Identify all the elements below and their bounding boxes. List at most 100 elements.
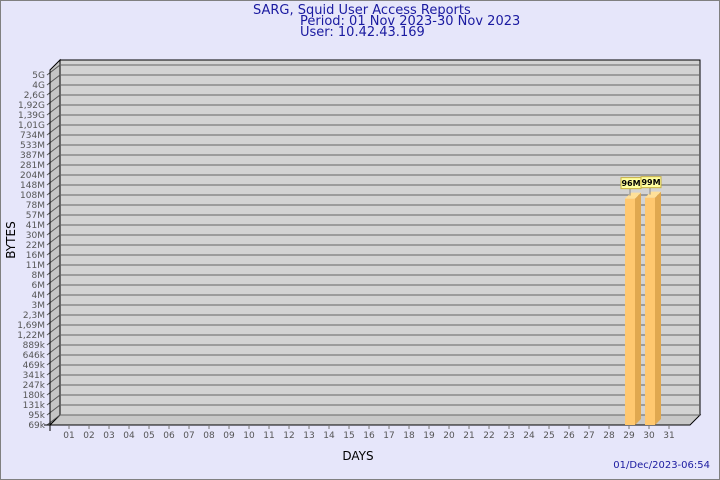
- y-tick-mark: [46, 94, 61, 106]
- y-tick-mark: [46, 364, 61, 376]
- y-tick-label: 204M: [20, 171, 45, 181]
- y-tick-label: 148M: [20, 181, 45, 191]
- bar-front: [645, 197, 655, 425]
- y-tick-label: 8M: [32, 271, 46, 281]
- y-tick-mark: [46, 374, 61, 386]
- y-tick-label: 78M: [26, 201, 45, 211]
- y-tick-mark: [46, 124, 61, 136]
- y-tick-mark: [46, 274, 61, 286]
- y-tick-label: 646k: [23, 351, 46, 361]
- plot-area: [48, 58, 702, 427]
- bar-day-29: 96M: [620, 177, 642, 425]
- x-tick-label: 05: [143, 431, 154, 441]
- x-tick-label: 15: [343, 431, 354, 441]
- y-tick-mark: [46, 104, 61, 116]
- x-tick-label: 12: [283, 431, 294, 441]
- chart-user: User: 10.42.43.169: [300, 25, 425, 40]
- y-axis: 5G4G2,6G1,92G1,39G1,01G734M533M387M281M2…: [17, 64, 690, 431]
- x-tick-label: 28: [603, 431, 615, 441]
- x-tick-label: 14: [323, 431, 335, 441]
- y-tick-mark: [46, 134, 61, 146]
- y-tick-label: 1,39G: [18, 111, 45, 121]
- x-tick-label: 18: [403, 431, 415, 441]
- y-tick-label: 6M: [32, 281, 46, 291]
- y-tick-label: 16M: [26, 251, 45, 261]
- y-tick-label: 180k: [23, 391, 46, 401]
- y-tick-mark: [46, 264, 61, 276]
- x-axis-label: DAYS: [342, 449, 373, 463]
- x-tick-label: 30: [643, 431, 655, 441]
- x-tick-label: 06: [163, 431, 175, 441]
- x-tick-label: 26: [563, 431, 575, 441]
- y-tick-mark: [46, 204, 61, 216]
- y-tick-label: 57M: [26, 211, 45, 221]
- data-label-box: [640, 176, 662, 189]
- y-tick-mark: [46, 194, 61, 206]
- y-tick-mark: [46, 224, 61, 236]
- y-tick-mark: [46, 254, 61, 266]
- y-tick-mark: [46, 64, 61, 76]
- chart-title: SARG, Squid User Access Reports: [253, 3, 471, 18]
- y-tick-mark: [46, 344, 61, 356]
- x-tick-label: 20: [443, 431, 455, 441]
- bar-side: [655, 191, 661, 425]
- y-tick-mark: [46, 284, 61, 296]
- y-tick-label: 247k: [23, 381, 46, 391]
- x-tick-label: 02: [83, 431, 94, 441]
- x-tick-label: 27: [583, 431, 594, 441]
- y-tick-label: 1,69M: [17, 321, 45, 331]
- x-tick-label: 07: [183, 431, 194, 441]
- bars: 96M 99M: [620, 176, 662, 425]
- y-tick-mark: [46, 214, 61, 226]
- y-tick-mark: [46, 384, 61, 396]
- x-tick-label: 17: [383, 431, 394, 441]
- x-axis: 01 02 03 04 05 06 07 08 09 10 11 12 13 14 15 16 17 18 19 20…: [63, 425, 675, 441]
- y-tick-label: 889k: [23, 341, 46, 351]
- y-tick-label: 4M: [32, 291, 46, 301]
- y-tick-mark: [46, 84, 61, 96]
- y-tick-mark: [46, 174, 61, 186]
- y-tick-mark: [46, 354, 61, 366]
- y-tick-label: 131k: [23, 401, 46, 411]
- x-tick-label: 11: [263, 431, 274, 441]
- y-tick-label: 341k: [23, 371, 46, 381]
- y-tick-mark: [46, 334, 61, 346]
- y-tick-mark: [46, 74, 61, 86]
- y-tick-label: 30M: [26, 231, 45, 241]
- y-tick-mark: [46, 324, 61, 336]
- y-tick-label: 2,3M: [23, 311, 45, 321]
- x-tick-label: 10: [243, 431, 255, 441]
- y-tick-label: 3M: [32, 301, 46, 311]
- y-tick-label: 108M: [20, 191, 45, 201]
- x-tick-label: 23: [503, 431, 514, 441]
- y-tick-mark: [46, 394, 61, 406]
- bar-top: [625, 192, 641, 199]
- y-tick-label: 41M: [26, 221, 45, 231]
- y-tick-label: 4G: [32, 81, 45, 91]
- x-tick-label: 21: [463, 431, 474, 441]
- y-tick-label: 95k: [28, 411, 45, 421]
- y-tick-mark: [46, 154, 61, 166]
- y-tick-label: 387M: [20, 151, 45, 161]
- floor: [48, 414, 702, 426]
- generated-timestamp: 01/Dec/2023-06:54: [613, 460, 710, 471]
- data-label: 96M: [621, 179, 640, 188]
- x-tick-label: 25: [543, 431, 554, 441]
- y-tick-mark: [46, 114, 61, 126]
- y-tick-label: 11M: [26, 261, 45, 271]
- y-tick-mark: [46, 244, 61, 256]
- bar-top: [645, 191, 661, 198]
- y-tick-mark: [46, 404, 61, 416]
- y-tick-mark: [46, 234, 61, 246]
- x-tick-label: 03: [103, 431, 114, 441]
- bar-day-30: 99M: [640, 176, 662, 425]
- y-tick-label: 1,22M: [17, 331, 45, 341]
- x-tick-label: 22: [483, 431, 494, 441]
- x-tick-label: 01: [63, 431, 74, 441]
- left-wall: [49, 58, 61, 427]
- x-tick-label: 19: [423, 431, 435, 441]
- x-tick-label: 31: [663, 431, 674, 441]
- y-axis-label: BYTES: [4, 221, 18, 258]
- y-tick-label: 469k: [23, 361, 46, 371]
